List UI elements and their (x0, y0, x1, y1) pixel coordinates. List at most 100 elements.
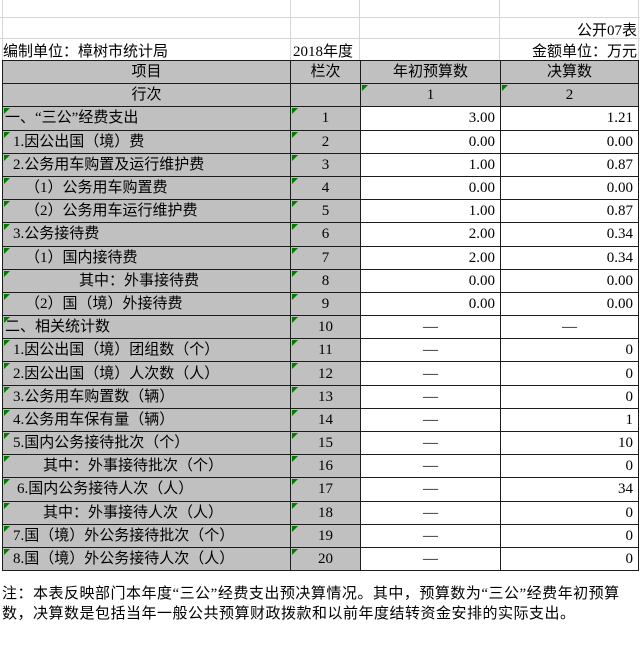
final-value-cell[interactable]: 1 (500, 407, 639, 433)
line-number-cell[interactable]: 2 (290, 129, 361, 154)
line-number-cell[interactable]: 12 (290, 361, 361, 386)
final-value-cell[interactable]: 0.00 (500, 291, 639, 317)
final-value-cell[interactable]: 0 (500, 361, 639, 386)
header-cell-final[interactable]: 决算数 (500, 59, 639, 85)
budget-value-cell[interactable]: — (360, 523, 501, 548)
table-row: 二、相关统计数 10— — (2, 315, 639, 340)
table-row: 6.国内公务接待人次（人） 17—34 (2, 477, 639, 502)
line-number-cell[interactable]: 18 (290, 500, 361, 525)
sheet-number-label[interactable]: 公开07表 (576, 23, 637, 39)
budget-value-cell[interactable]: — (360, 384, 501, 409)
project-cell[interactable]: 2.公务用车购置及运行维护费 (2, 152, 291, 177)
header-cell-project[interactable]: 项目 (2, 59, 291, 85)
project-cell[interactable]: （2）公务用车运行维护费 (2, 199, 291, 224)
project-cell[interactable]: （1）国内接待费 (2, 245, 291, 270)
line-number-cell[interactable]: 7 (290, 245, 361, 270)
project-cell[interactable]: 6.国内公务接待人次（人） (2, 477, 291, 502)
final-value-cell[interactable]: 0 (500, 523, 639, 548)
project-cell[interactable]: 5.国内公务接待批次（个） (2, 430, 291, 456)
fiscal-year-label[interactable]: 2018年度 (293, 44, 354, 60)
line-number-cell[interactable]: 4 (290, 175, 361, 201)
empty-cell[interactable] (290, 83, 361, 108)
final-value-cell[interactable]: 10 (500, 430, 639, 456)
budget-value-cell[interactable]: — (360, 477, 501, 502)
final-value-cell[interactable]: — (500, 315, 639, 340)
final-value-cell[interactable]: 0.00 (500, 129, 639, 154)
budget-value-cell[interactable]: 0.00 (360, 268, 501, 293)
line-number-cell[interactable]: 11 (290, 338, 361, 363)
budget-value-cell[interactable]: — (360, 407, 501, 433)
line-number-cell[interactable]: 19 (290, 523, 361, 548)
line-number-cell[interactable]: 1 (290, 106, 361, 131)
budget-value-cell[interactable]: — (360, 454, 501, 479)
line-number-cell[interactable]: 10 (290, 315, 361, 340)
final-value-cell[interactable]: 0.00 (500, 268, 639, 293)
project-cell[interactable]: （1）公务用车购置费 (2, 175, 291, 201)
final-value-cell[interactable]: 0 (500, 546, 639, 572)
line-number-cell[interactable]: 5 (290, 199, 361, 224)
budget-value-cell[interactable]: — (360, 361, 501, 386)
project-cell[interactable]: 二、相关统计数 (2, 315, 291, 340)
project-cell[interactable]: 一、“三公”经费支出 (2, 106, 291, 131)
final-value-cell[interactable]: 0 (500, 454, 639, 479)
budget-value-cell[interactable]: — (360, 338, 501, 363)
budget-value-cell[interactable]: — (360, 500, 501, 525)
final-value-cell[interactable]: 0.87 (500, 152, 639, 177)
final-value-cell[interactable]: 34 (500, 477, 639, 502)
final-value-cell[interactable]: 0 (500, 384, 639, 409)
final-value-cell[interactable]: 0 (500, 500, 639, 525)
line-number-cell[interactable]: 15 (290, 430, 361, 456)
budget-value-cell[interactable]: — (360, 546, 501, 572)
line-number-cell[interactable]: 6 (290, 222, 361, 247)
project-cell[interactable]: 1.因公出国（境）费 (2, 129, 291, 154)
budget-value-cell[interactable]: 2.00 (360, 245, 501, 270)
line-number-cell[interactable]: 9 (290, 291, 361, 317)
project-cell[interactable]: 3.公务接待费 (2, 222, 291, 247)
header-cell-column[interactable]: 栏次 (290, 59, 361, 85)
header-cell-budget[interactable]: 年初预算数 (360, 59, 501, 85)
budget-value-cell[interactable]: 0.00 (360, 175, 501, 201)
column-header-row: 项目 栏次 年初预算数 决算数 (2, 59, 639, 85)
budget-value-cell[interactable]: — (360, 430, 501, 456)
project-cell[interactable]: 7.国（境）外公务接待批次（个） (2, 523, 291, 548)
gridline (290, 0, 291, 60)
line-number-cell[interactable]: 14 (290, 407, 361, 433)
budget-value-cell[interactable]: 0.00 (360, 291, 501, 317)
line-number-cell[interactable]: 16 (290, 454, 361, 479)
final-value-cell[interactable]: 0 (500, 338, 639, 363)
column-number-cell[interactable]: 2 (500, 83, 639, 108)
project-cell[interactable]: 3.公务用车购置数（辆） (2, 384, 291, 409)
row-header-cell[interactable]: 行次 (2, 83, 291, 108)
project-cell[interactable]: （2）国（境）外接待费 (2, 291, 291, 317)
gridline (638, 0, 639, 60)
budget-value-cell[interactable]: — (360, 315, 501, 340)
line-number-cell[interactable]: 13 (290, 384, 361, 409)
final-value-cell[interactable]: 1.21 (500, 106, 639, 131)
project-cell[interactable]: 8.国（境）外公务接待人次（人） (2, 546, 291, 572)
budget-value-cell[interactable]: 2.00 (360, 222, 501, 247)
footnote: 注：本表反映部门本年度“三公”经费支出预决算情况。其中，预算数为“三公”经费年初… (2, 586, 620, 622)
project-cell[interactable]: 2.因公出国（境）人次数（人） (2, 361, 291, 386)
preparing-unit-label[interactable]: 编制单位：樟树市统计局 (3, 44, 169, 60)
budget-value-cell[interactable]: 3.00 (360, 106, 501, 131)
project-cell[interactable]: 4.公务用车保有量（辆） (2, 407, 291, 433)
line-number-cell[interactable]: 17 (290, 477, 361, 502)
line-number-cell[interactable]: 8 (290, 268, 361, 293)
project-cell[interactable]: 其中：外事接待人次（人） (2, 500, 291, 525)
project-cell[interactable]: 其中：外事接待批次（个） (2, 454, 291, 479)
line-number-cell[interactable]: 3 (290, 152, 361, 177)
column-number-cell[interactable]: 1 (360, 83, 501, 108)
project-cell[interactable]: 其中：外事接待费 (2, 268, 291, 293)
final-value-cell[interactable]: 0.34 (500, 222, 639, 247)
final-value-cell[interactable]: 0.87 (500, 199, 639, 224)
final-value-cell[interactable]: 0.34 (500, 245, 639, 270)
final-value-cell[interactable]: 0.00 (500, 175, 639, 201)
money-unit-label[interactable]: 金额单位：万元 (531, 44, 637, 60)
budget-table: 项目 栏次 年初预算数 决算数 行次 1 2 一、“三公”经费支出 1 3.00 1.… (2, 59, 639, 572)
project-cell[interactable]: 1.因公出国（境）团组数（个） (2, 338, 291, 363)
budget-value-cell[interactable]: 1.00 (360, 199, 501, 224)
gridline (2, 0, 3, 60)
budget-value-cell[interactable]: 1.00 (360, 152, 501, 177)
line-number-cell[interactable]: 20 (290, 546, 361, 572)
budget-value-cell[interactable]: 0.00 (360, 129, 501, 154)
